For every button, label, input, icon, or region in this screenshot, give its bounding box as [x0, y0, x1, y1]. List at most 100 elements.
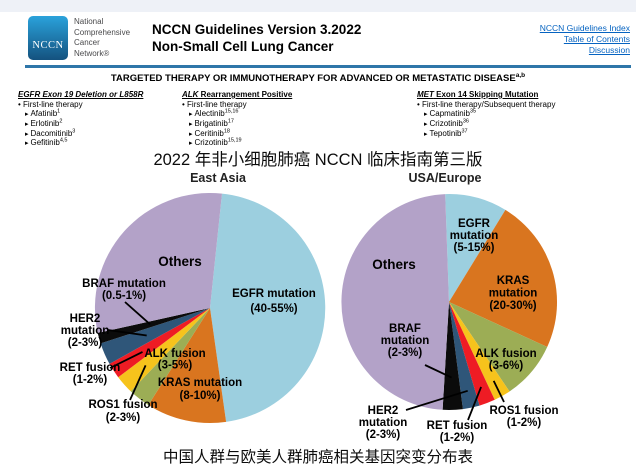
document-title-line2: Non-Small Cell Lung Cancer — [152, 39, 334, 54]
pie-label: ROS1 fusion — [489, 405, 558, 417]
drug-reference: 3 — [72, 127, 76, 134]
header-links: NCCN Guidelines Index Table of Contents … — [540, 23, 630, 56]
drug-list: Afatinib1Erlotinib2Dacomitinib3Gefitinib… — [18, 109, 143, 149]
column-heading: ALK Rearrangement Positive — [182, 90, 293, 99]
leader-line — [467, 386, 482, 421]
pie-label: Others — [372, 257, 416, 272]
drug-item: Brigatinib17 — [189, 118, 292, 130]
gene-name: ALK — [182, 90, 199, 99]
pie-label: mutation — [359, 417, 408, 429]
pie-label: mutation — [61, 325, 110, 337]
chinese-title: 2022 年非小细胞肺癌 NCCN 临床指南第三版 — [153, 151, 483, 169]
drug-reference: 15,16 — [224, 108, 239, 115]
page-margin-tint — [0, 0, 636, 12]
pie-label: (8-10%) — [180, 390, 221, 402]
pie-label: (40-55%) — [250, 303, 297, 315]
pie-label: BRAF mutation — [82, 278, 166, 290]
drug-reference: 37 — [461, 127, 468, 134]
drug-reference: 18 — [223, 127, 230, 134]
org-name: National Comprehensive Cancer Network® — [74, 17, 130, 59]
pie-label: (1-2%) — [73, 374, 108, 386]
link-guidelines-index[interactable]: NCCN Guidelines Index — [539, 23, 630, 33]
pie-slice-ret-fusion — [109, 308, 210, 378]
drug-item: Crizotinib15,19 — [189, 137, 292, 149]
leader-line — [109, 351, 143, 369]
document-title: NCCN Guidelines Version 3.2022 Non-Small… — [152, 21, 361, 55]
therapy-line-label: First-line therapy — [18, 100, 143, 109]
section-banner-text: TARGETED THERAPY OR IMMUNOTHERAPY FOR AD… — [110, 73, 516, 85]
leader-line — [424, 364, 452, 379]
usa-europe-pie: USA/EuropeEGFRmutation(5-15%)KRASmutatio… — [341, 171, 559, 444]
nccn-logo: NCCN — [28, 16, 68, 60]
pie-label: ROS1 fusion — [88, 399, 157, 411]
drug-list: Capmatinib35Crizotinib36Tepotinib37 — [417, 108, 555, 140]
east-asia-pie: East Asia EGFR mutation (40-55%) KRAS mutat… — [60, 171, 326, 424]
chinese-caption: 中国人群与欧美人群肺癌相关基因突变分布表 — [162, 449, 473, 466]
pie-slice-others — [341, 194, 449, 410]
drug-reference: 2 — [59, 118, 63, 125]
header-divider — [25, 65, 631, 68]
pie-label: (2-3%) — [366, 429, 401, 441]
pie-label: mutation — [489, 288, 538, 300]
pie-label: ALK fusion — [475, 348, 536, 360]
pie-slice-others — [94, 192, 222, 333]
pie-label: (2-3%) — [106, 412, 141, 424]
usa-europe-title: USA/Europe — [409, 171, 482, 185]
pie-slice-ros1-fusion — [449, 302, 510, 400]
pie-slice-her2-mutation — [100, 308, 210, 364]
drug-item: Dacomitinib3 — [25, 127, 143, 140]
leader-line — [492, 380, 505, 403]
pie-label: (1-2%) — [507, 417, 542, 429]
therapy-column-met: MET Exon 14 Skipping Mutation First-line… — [417, 90, 555, 139]
pie-label: mutation — [450, 230, 499, 242]
pie-charts: East Asia EGFR mutation (40-55%) KRAS mutat… — [60, 171, 559, 444]
column-heading: MET Exon 14 Skipping Mutation — [417, 90, 539, 99]
pie-slice-her2-mutation — [449, 302, 480, 410]
pie-slice-egfr-mutation — [210, 193, 326, 422]
pie-slice-ret-fusion — [449, 302, 495, 406]
column-heading: EGFR Exon 19 Deletion or L858R — [18, 90, 144, 99]
gene-name: MET — [417, 90, 434, 99]
drug-reference: 15,19 — [227, 137, 242, 144]
therapy-line-label: First-line therapy/Subsequent therapy — [417, 100, 555, 109]
drug-item: Alectinib15,16 — [189, 108, 292, 120]
link-discussion[interactable]: Discussion — [588, 45, 630, 55]
leader-line — [124, 301, 151, 325]
pie-label: RET fusion — [60, 362, 121, 374]
pie-slice-egfr-mutation — [445, 194, 506, 302]
therapy-column-egfr: EGFR Exon 19 Deletion or L858R First-lin… — [18, 90, 143, 149]
pie-label: EGFR — [458, 218, 491, 230]
drug-reference: 35 — [469, 108, 477, 115]
section-banner: TARGETED THERAPY OR IMMUNOTHERAPY FOR AD… — [0, 72, 636, 84]
leader-line — [405, 389, 468, 411]
link-table-of-contents[interactable]: Table of Contents — [563, 34, 630, 44]
drug-item: Erlotinib2 — [25, 118, 143, 130]
pie-slice-braf-mutation — [97, 308, 210, 344]
drug-item: Capmatinib35 — [424, 108, 555, 120]
org-line: Network® — [74, 48, 110, 58]
pie-slice-alk-fusion — [130, 308, 210, 405]
drug-item: Gefitinib4,5 — [25, 138, 143, 149]
pie-label: Others — [158, 254, 202, 269]
pie-label: ALK fusion — [144, 348, 205, 360]
pie-label: (3-6%) — [489, 360, 524, 372]
pie-label: mutation — [381, 335, 430, 347]
therapy-line-label: First-line therapy — [182, 100, 292, 109]
drug-item: Ceritinib18 — [189, 127, 292, 140]
document-title-line1: NCCN Guidelines Version 3.2022 — [152, 22, 362, 37]
pie-label: HER2 — [368, 405, 399, 417]
pie-label: (20-30%) — [489, 300, 536, 312]
pie-label: (2-3%) — [388, 347, 423, 359]
leader-line — [107, 329, 147, 337]
pie-label: (1-2%) — [440, 432, 475, 444]
pie-slice-ros1-fusion — [118, 308, 210, 392]
pie-label: (3-5%) — [158, 360, 193, 372]
drug-reference: 17 — [227, 118, 234, 125]
drug-item: Afatinib1 — [25, 109, 143, 120]
gene-name: EGFR — [18, 90, 41, 99]
pie-label: BRAF — [389, 323, 421, 335]
pie-label: (0.5-1%) — [102, 290, 146, 302]
drug-item: Tepotinib37 — [424, 127, 555, 140]
org-line: National — [74, 17, 104, 26]
org-line: Comprehensive — [74, 27, 131, 37]
